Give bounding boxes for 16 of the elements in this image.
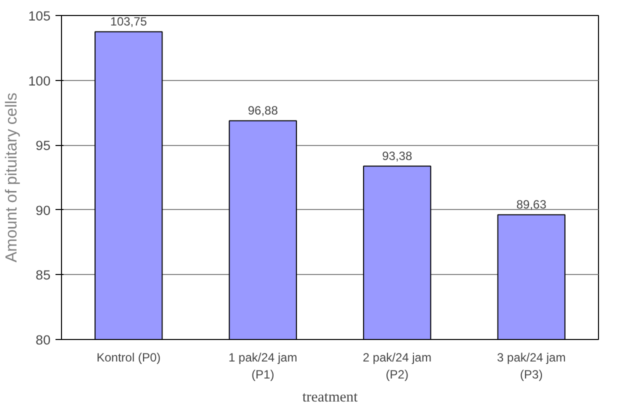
- data-label: 103,75: [110, 14, 148, 29]
- data-label: 96,88: [248, 104, 278, 118]
- x-tick-label: 1 pak/24 jam (P1): [228, 350, 298, 382]
- data-label: 93,38: [382, 149, 412, 164]
- y-axis-title: Amount of pituitary cells: [3, 92, 20, 262]
- x-tick-label: Kontrol (P0): [96, 350, 161, 364]
- data-label: 89,63: [516, 198, 547, 212]
- y-tick-label: 95: [36, 138, 51, 154]
- x-axis-title: treatment: [302, 389, 358, 406]
- y-tick-label: 100: [28, 73, 51, 88]
- y-tick-label: 90: [36, 202, 51, 218]
- y-tick-label: 85: [36, 268, 51, 283]
- x-tick-label: 3 pak/24 jam (P3): [497, 350, 566, 382]
- y-tick-label: 80: [36, 332, 51, 348]
- y-tick-label: 105: [28, 8, 51, 24]
- x-tick-label: 2 pak/24 jam (P2): [362, 350, 432, 382]
